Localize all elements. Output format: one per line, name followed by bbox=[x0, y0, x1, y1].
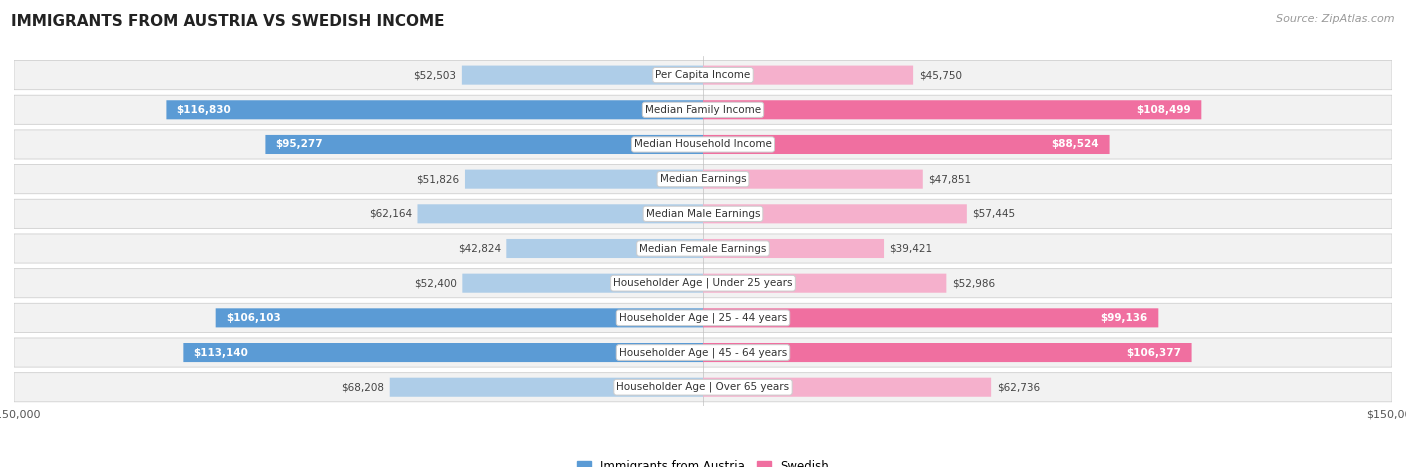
Text: $106,377: $106,377 bbox=[1126, 347, 1181, 358]
Text: Median Earnings: Median Earnings bbox=[659, 174, 747, 184]
FancyBboxPatch shape bbox=[14, 234, 1392, 263]
FancyBboxPatch shape bbox=[183, 343, 703, 362]
Text: $62,736: $62,736 bbox=[997, 382, 1040, 392]
Text: Householder Age | Over 65 years: Householder Age | Over 65 years bbox=[616, 382, 790, 392]
FancyBboxPatch shape bbox=[14, 338, 1392, 367]
Text: Median Male Earnings: Median Male Earnings bbox=[645, 209, 761, 219]
Text: $106,103: $106,103 bbox=[226, 313, 281, 323]
FancyBboxPatch shape bbox=[703, 100, 1201, 120]
FancyBboxPatch shape bbox=[266, 135, 703, 154]
Text: Median Household Income: Median Household Income bbox=[634, 140, 772, 149]
Text: $42,824: $42,824 bbox=[458, 243, 501, 254]
Text: $51,826: $51,826 bbox=[416, 174, 460, 184]
Text: $95,277: $95,277 bbox=[276, 140, 323, 149]
Legend: Immigrants from Austria, Swedish: Immigrants from Austria, Swedish bbox=[572, 455, 834, 467]
FancyBboxPatch shape bbox=[703, 204, 967, 223]
FancyBboxPatch shape bbox=[461, 65, 703, 85]
Text: IMMIGRANTS FROM AUSTRIA VS SWEDISH INCOME: IMMIGRANTS FROM AUSTRIA VS SWEDISH INCOM… bbox=[11, 14, 444, 29]
FancyBboxPatch shape bbox=[166, 100, 703, 120]
Text: $116,830: $116,830 bbox=[177, 105, 232, 115]
Text: $108,499: $108,499 bbox=[1136, 105, 1191, 115]
Text: $45,750: $45,750 bbox=[918, 70, 962, 80]
Text: $47,851: $47,851 bbox=[928, 174, 972, 184]
FancyBboxPatch shape bbox=[14, 199, 1392, 228]
FancyBboxPatch shape bbox=[465, 170, 703, 189]
FancyBboxPatch shape bbox=[703, 308, 1159, 327]
Text: $52,986: $52,986 bbox=[952, 278, 995, 288]
Text: $62,164: $62,164 bbox=[368, 209, 412, 219]
FancyBboxPatch shape bbox=[463, 274, 703, 293]
FancyBboxPatch shape bbox=[14, 303, 1392, 333]
Text: Source: ZipAtlas.com: Source: ZipAtlas.com bbox=[1277, 14, 1395, 24]
FancyBboxPatch shape bbox=[389, 378, 703, 397]
FancyBboxPatch shape bbox=[703, 343, 1191, 362]
Text: Median Family Income: Median Family Income bbox=[645, 105, 761, 115]
FancyBboxPatch shape bbox=[14, 373, 1392, 402]
Text: Householder Age | Under 25 years: Householder Age | Under 25 years bbox=[613, 278, 793, 289]
FancyBboxPatch shape bbox=[14, 95, 1392, 124]
Text: Per Capita Income: Per Capita Income bbox=[655, 70, 751, 80]
FancyBboxPatch shape bbox=[703, 274, 946, 293]
Text: $113,140: $113,140 bbox=[194, 347, 249, 358]
Text: $39,421: $39,421 bbox=[890, 243, 932, 254]
FancyBboxPatch shape bbox=[703, 65, 912, 85]
FancyBboxPatch shape bbox=[14, 130, 1392, 159]
Text: $52,400: $52,400 bbox=[413, 278, 457, 288]
FancyBboxPatch shape bbox=[506, 239, 703, 258]
FancyBboxPatch shape bbox=[14, 269, 1392, 298]
FancyBboxPatch shape bbox=[14, 164, 1392, 194]
Text: $52,503: $52,503 bbox=[413, 70, 457, 80]
FancyBboxPatch shape bbox=[703, 239, 884, 258]
FancyBboxPatch shape bbox=[703, 170, 922, 189]
Text: $99,136: $99,136 bbox=[1101, 313, 1147, 323]
Text: $57,445: $57,445 bbox=[973, 209, 1015, 219]
Text: $88,524: $88,524 bbox=[1052, 140, 1099, 149]
Text: Median Female Earnings: Median Female Earnings bbox=[640, 243, 766, 254]
FancyBboxPatch shape bbox=[703, 135, 1109, 154]
FancyBboxPatch shape bbox=[14, 61, 1392, 90]
FancyBboxPatch shape bbox=[418, 204, 703, 223]
Text: Householder Age | 45 - 64 years: Householder Age | 45 - 64 years bbox=[619, 347, 787, 358]
Text: Householder Age | 25 - 44 years: Householder Age | 25 - 44 years bbox=[619, 312, 787, 323]
FancyBboxPatch shape bbox=[215, 308, 703, 327]
FancyBboxPatch shape bbox=[703, 378, 991, 397]
Text: $68,208: $68,208 bbox=[342, 382, 384, 392]
